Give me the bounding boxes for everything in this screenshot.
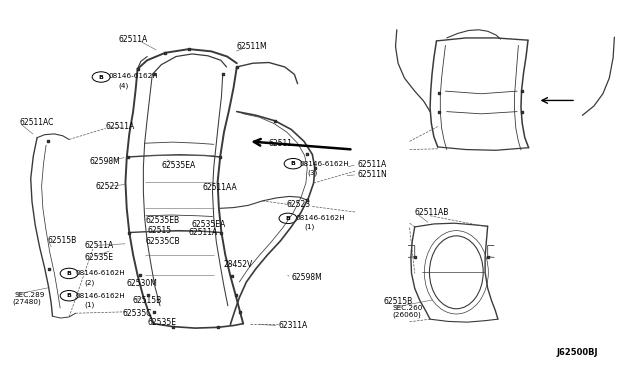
Text: B: B [99,74,104,80]
Text: 62511M: 62511M [237,42,268,51]
Text: 08146-6162H: 08146-6162H [76,270,125,276]
Text: 08146-6162H: 08146-6162H [109,73,159,79]
Text: 62511AC: 62511AC [19,118,54,127]
Text: 28452V: 28452V [224,260,253,269]
Text: SEC.260: SEC.260 [392,305,422,311]
Text: 08146-6162H: 08146-6162H [296,215,346,221]
Text: 62511A: 62511A [189,228,218,237]
Text: 62598M: 62598M [291,273,322,282]
Text: 62511: 62511 [269,139,293,148]
Text: (2): (2) [84,279,95,286]
Text: 62311A: 62311A [278,321,308,330]
Text: 62523: 62523 [287,200,311,209]
Text: 62515B: 62515B [132,296,162,305]
Text: 62515B: 62515B [48,236,77,245]
Text: SEC.289: SEC.289 [14,292,44,298]
Text: 62530M: 62530M [126,279,157,288]
Text: 62511AB: 62511AB [415,208,449,217]
Text: B: B [291,161,296,166]
Text: B: B [285,216,291,221]
Text: 62511AA: 62511AA [202,183,237,192]
Text: 08146-6162H: 08146-6162H [76,293,125,299]
Text: (1): (1) [84,302,95,308]
Text: 62511A: 62511A [357,160,387,169]
Text: 62515: 62515 [147,226,172,235]
Text: 08146-6162H: 08146-6162H [300,161,349,167]
Text: (4): (4) [118,82,129,89]
Text: 62515B: 62515B [384,297,413,306]
Text: 62511A: 62511A [84,241,114,250]
Text: (26060): (26060) [392,311,421,318]
Text: 62511N: 62511N [357,170,387,179]
Text: 62511A: 62511A [106,122,135,131]
Text: J62500BJ: J62500BJ [557,348,598,357]
Text: 62535EB: 62535EB [146,216,180,225]
Text: (27480): (27480) [13,299,42,305]
Text: B: B [67,293,72,298]
Text: (1): (1) [305,224,315,230]
Text: 62535CB: 62535CB [146,237,180,246]
Text: 62535C: 62535C [123,309,152,318]
Text: (3): (3) [307,169,317,176]
Text: 62535E: 62535E [84,253,113,262]
Text: 62535EA: 62535EA [161,161,196,170]
Text: B: B [67,271,72,276]
Text: 62598M: 62598M [90,157,120,166]
Text: 62522: 62522 [96,182,120,191]
Text: 62535EA: 62535EA [192,220,227,229]
Text: 62535E: 62535E [147,318,176,327]
Text: 62511A: 62511A [118,35,148,44]
